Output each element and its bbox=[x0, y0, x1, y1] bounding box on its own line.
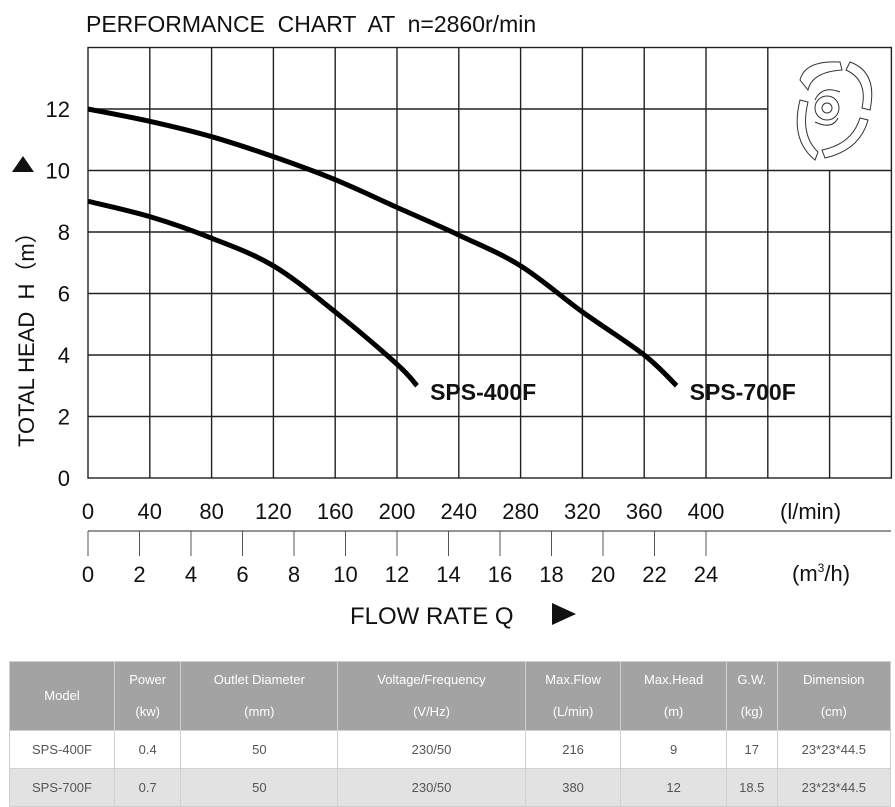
table-cell: 17 bbox=[725, 730, 778, 769]
x-tick-label: 400 bbox=[688, 499, 725, 524]
m3h-tick-label: 24 bbox=[694, 562, 718, 587]
table-cell: 230/50 bbox=[337, 768, 526, 807]
impeller-icon bbox=[796, 61, 873, 161]
x-axis-label: FLOW RATE Q bbox=[350, 603, 514, 630]
header-label: Dimension bbox=[803, 672, 865, 687]
x-tick-label: 40 bbox=[138, 499, 162, 524]
m3h-tick-label: 0 bbox=[82, 562, 94, 587]
x-unit-m3h: (m3/h) bbox=[792, 561, 850, 586]
table-cell: SPS-400F bbox=[9, 730, 115, 769]
header-label: Model bbox=[44, 688, 80, 703]
m3h-tick-label: 18 bbox=[539, 562, 563, 587]
header-label: Max.Flow bbox=[545, 672, 601, 687]
column-header: Max.Flow (L/min) bbox=[524, 661, 622, 731]
m3h-tick-label: 2 bbox=[133, 562, 145, 587]
header-label: G.W. bbox=[737, 672, 767, 687]
y-tick-label: 12 bbox=[46, 97, 70, 122]
table-row: SPS-400F 0.4 50 230/50 216 9 17 23*23*44.5 bbox=[9, 730, 892, 769]
specs-table: Model Power (kw) Outlet Diameter (mm) Voltage… bbox=[9, 661, 892, 807]
x-unit-lmin: (l/min) bbox=[780, 499, 841, 524]
x-tick-label: 360 bbox=[626, 499, 663, 524]
y-tick-label: 4 bbox=[58, 343, 70, 368]
m3h-tick-label: 14 bbox=[436, 562, 460, 587]
x-tick-label: 80 bbox=[199, 499, 223, 524]
y-tick-label: 8 bbox=[58, 220, 70, 245]
x-tick-label: 0 bbox=[82, 499, 94, 524]
table-cell: 0.4 bbox=[113, 730, 182, 769]
m3h-tick-label: 4 bbox=[185, 562, 197, 587]
m3h-tick-label: 20 bbox=[591, 562, 615, 587]
series-curve-sps-700f bbox=[87, 106, 679, 388]
header-unit: (kg) bbox=[740, 704, 763, 719]
x-tick-label: 120 bbox=[255, 499, 292, 524]
y-tick-label: 6 bbox=[58, 282, 70, 307]
header-unit: (L/min) bbox=[552, 704, 594, 719]
y-tick-labels: 0 2 4 6 8 10 12 bbox=[46, 97, 70, 491]
table-cell: 23*23*44.5 bbox=[776, 730, 892, 769]
series-label: SPS-400F bbox=[430, 379, 536, 405]
header-unit: (V/Hz) bbox=[413, 704, 450, 719]
x-tick-label: 240 bbox=[440, 499, 477, 524]
series-label: SPS-700F bbox=[690, 379, 796, 405]
table-cell: 0.7 bbox=[113, 768, 182, 807]
m3h-tick-label: 22 bbox=[642, 562, 666, 587]
column-header: G.W. (kg) bbox=[725, 661, 778, 731]
chart-grid bbox=[87, 46, 893, 479]
y-axis-label: TOTAL HEAD H（m） bbox=[14, 221, 39, 447]
y-axis-title: TOTAL HEAD H（m） bbox=[12, 156, 39, 447]
table-header-row: Model Power (kw) Outlet Diameter (mm) Voltage… bbox=[9, 661, 892, 731]
m3h-tick-label: 8 bbox=[288, 562, 300, 587]
x-tick-label: 320 bbox=[564, 499, 601, 524]
plot-frame bbox=[87, 46, 893, 479]
column-header: Outlet Diameter (mm) bbox=[180, 661, 339, 731]
column-header: Model bbox=[9, 661, 115, 731]
table-cell: 9 bbox=[620, 730, 727, 769]
m3h-tick-label: 12 bbox=[385, 562, 409, 587]
header-unit: (m) bbox=[663, 704, 684, 719]
header-unit: (cm) bbox=[820, 704, 847, 719]
series-curve-sps-400f bbox=[87, 198, 419, 388]
m3h-tick-label: 16 bbox=[488, 562, 512, 587]
m3h-tick-label: 10 bbox=[333, 562, 357, 587]
column-header: Power (kw) bbox=[113, 661, 182, 731]
table-row: SPS-700F 0.7 50 230/50 380 12 18.5 23*23*44.5 bbox=[9, 768, 892, 807]
performance-chart: PERFORMANCE CHART AT n=2860r/min SPS-400… bbox=[12, 11, 893, 630]
header-unit: (mm) bbox=[244, 704, 275, 719]
column-header: Max.Head (m) bbox=[620, 661, 727, 731]
up-arrow-icon bbox=[12, 156, 34, 172]
table-cell: 230/50 bbox=[337, 730, 526, 769]
x-tick-label: 200 bbox=[379, 499, 416, 524]
x-tick-label: 160 bbox=[317, 499, 354, 524]
header-unit: (kw) bbox=[135, 704, 160, 719]
y-tick-label: 2 bbox=[58, 405, 70, 430]
table-cell: SPS-700F bbox=[9, 768, 115, 807]
column-header: Dimension (cm) bbox=[776, 661, 892, 731]
right-arrow-icon bbox=[552, 603, 576, 625]
header-label: Power bbox=[129, 672, 167, 687]
table-cell: 50 bbox=[180, 768, 339, 807]
table-cell: 50 bbox=[180, 730, 339, 769]
header-label: Voltage/Frequency bbox=[377, 672, 486, 687]
column-header: Voltage/Frequency (V/Hz) bbox=[337, 661, 526, 731]
table-body: SPS-400F 0.4 50 230/50 216 9 17 23*23*44.5 SPS-7… bbox=[9, 730, 892, 807]
chart-title: PERFORMANCE CHART AT n=2860r/min bbox=[86, 11, 536, 37]
table-cell: 12 bbox=[620, 768, 727, 807]
table-cell: 18.5 bbox=[725, 768, 778, 807]
header-label: Max.Head bbox=[644, 672, 704, 687]
y-tick-label: 0 bbox=[58, 466, 70, 491]
y-tick-label: 10 bbox=[46, 159, 70, 184]
table-cell: 23*23*44.5 bbox=[776, 768, 892, 807]
curves: SPS-400F SPS-700F bbox=[87, 106, 796, 405]
table-cell: 380 bbox=[524, 768, 622, 807]
table-cell: 216 bbox=[524, 730, 622, 769]
m3h-tick-label: 6 bbox=[236, 562, 248, 587]
header-label: Outlet Diameter bbox=[213, 672, 305, 687]
x-tick-label: 280 bbox=[502, 499, 539, 524]
